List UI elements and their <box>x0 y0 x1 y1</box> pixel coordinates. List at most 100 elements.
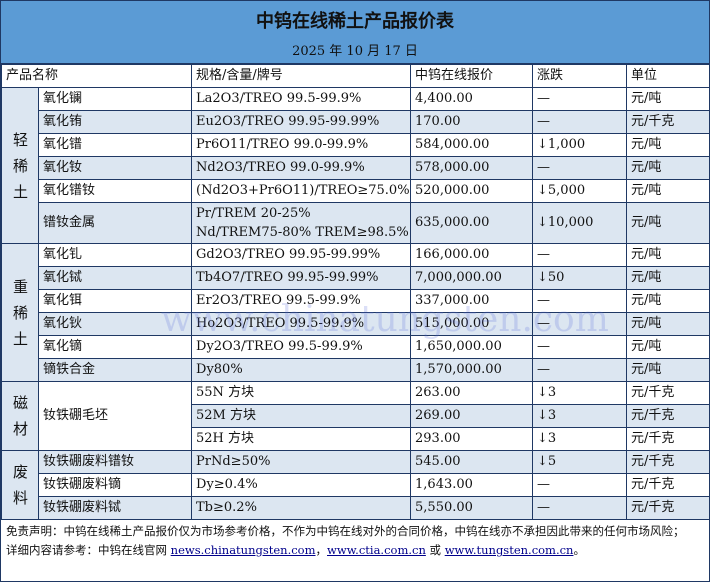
product-name: 氧化镧 <box>37 87 193 111</box>
unit: 元/吨 <box>626 87 709 111</box>
change: — <box>532 110 628 134</box>
spec-line: Pr/TREM 20-25% <box>196 206 311 221</box>
price: 584,000.00 <box>410 133 534 157</box>
product-name: 氧化铽 <box>37 266 193 290</box>
unit: 元/千克 <box>626 427 709 451</box>
price-table: 产品名称 规格/含量/牌号 中钨在线报价 涨跌 单位 轻稀土 氧化镧 La2O3/T… <box>1 64 709 520</box>
unit: 元/吨 <box>626 133 709 157</box>
change: ↓3 <box>532 381 628 405</box>
date: 2025 年 10 月 17 日 <box>1 41 709 64</box>
product-name: 钕铁硼废料镝 <box>37 473 193 497</box>
unit: 元/千克 <box>626 450 709 474</box>
header-row: 产品名称 规格/含量/牌号 中钨在线报价 涨跌 单位 <box>1 64 709 88</box>
table-row: 氧化镝 Dy2O3/TREO 99.5-99.9% 1,650,000.00— 元/吨 <box>2 335 709 359</box>
price: 7,000,000.00 <box>410 266 534 290</box>
change: ↓10,000 <box>532 202 628 244</box>
header-change: 涨跌 <box>532 64 628 88</box>
unit: 元/吨 <box>626 202 709 244</box>
spec: Ho2O3/TREO 99.5-99.9% <box>191 312 412 336</box>
price: 545.00 <box>410 450 534 474</box>
price: 515,000.00 <box>410 312 534 336</box>
price: 578,000.00 <box>410 156 534 180</box>
price: 1,570,000.00 <box>410 358 534 382</box>
change: — <box>532 87 628 111</box>
price: 293.00 <box>410 427 534 451</box>
price: 337,000.00 <box>410 289 534 313</box>
table-row: 氧化铽 Tb4O7/TREO 99.95-99.99% 7,000,000.00 ↓5… <box>2 266 709 290</box>
spec: Dy80% <box>191 358 412 382</box>
spec: Er2O3/TREO 99.5-99.9% <box>191 289 412 313</box>
link-ctia[interactable]: www.ctia.com.cn <box>327 543 426 557</box>
price: 635,000.00 <box>410 202 534 244</box>
period: 。 <box>573 543 585 557</box>
unit: 元/千克 <box>626 473 709 497</box>
link-news-chinatungsten[interactable]: news.chinatungsten.com <box>170 543 316 557</box>
unit: 元/吨 <box>626 358 709 382</box>
table-row: 镨钕金属 Pr/TREM 20-25% Nd/TREM75-80% TREM≥98.… <box>2 202 709 244</box>
price: 4,400.00 <box>410 87 534 111</box>
spec: Gd2O3/TREO 99.95-99.99% <box>191 243 412 267</box>
table-row: 轻稀土 氧化镧 La2O3/TREO 99.5-99.9% 4,400.00— 元/吨 <box>1 87 709 244</box>
spec-line: Nd/TREM75-80% TREM≥98.5% <box>196 225 409 240</box>
product-name: 氧化铒 <box>37 289 193 313</box>
table-row: 氧化镨钕 (Nd2O3+Pr6O11)/TREO≥75.0% 520,000.00 ↓… <box>2 179 709 203</box>
spec: Dy≥0.4% <box>191 473 412 497</box>
spec: PrNd≥50% <box>191 450 412 474</box>
change: — <box>532 243 628 267</box>
unit: 元/千克 <box>626 404 709 428</box>
change: — <box>532 358 628 382</box>
spec: Pr6O11/TREO 99.0-99.9% <box>191 133 412 157</box>
group-heavy: 重稀土 <box>1 243 39 382</box>
product-name: 氧化镨 <box>37 133 193 157</box>
price: 1,643.00 <box>410 473 534 497</box>
product-name: 钕铁硼毛坯 <box>37 381 193 451</box>
unit: 元/吨 <box>626 289 709 313</box>
table-row: 氧化铕 Eu2O3/TREO 99.95-99.99% 170.00— 元/千克 <box>2 110 709 134</box>
table-row: 废料 钕铁硼废料镨钕 PrNd≥50% 545.00 ↓5 元/千克 <box>1 450 709 520</box>
change: ↓5,000 <box>532 179 628 203</box>
table-row: 重稀土 氧化钆 Gd2O3/TREO 99.95-99.99% 166,000.00—… <box>1 243 709 382</box>
change: — <box>532 312 628 336</box>
table-row: 钕铁硼废料铽 Tb≥0.2% 5,550.00— 元/千克 <box>2 496 709 520</box>
link-tungsten[interactable]: www.tungsten.com.cn <box>444 543 574 557</box>
product-name: 氧化钕 <box>37 156 193 180</box>
unit: 元/吨 <box>626 335 709 359</box>
spec: 52M 方块 <box>191 404 412 428</box>
table-row: 氧化钕 Nd2O3/TREO 99.0-99.9% 578,000.00— 元/吨 <box>2 156 709 180</box>
unit: 元/吨 <box>626 179 709 203</box>
product-name: 氧化铕 <box>37 110 193 134</box>
change: — <box>532 289 628 313</box>
unit: 元/千克 <box>626 496 709 520</box>
page-title: 中钨在线稀土产品报价表 <box>1 1 709 41</box>
change: ↓3 <box>532 427 628 451</box>
spec: Nd2O3/TREO 99.0-99.9% <box>191 156 412 180</box>
ref-prefix: 详细内容请参考：中钨在线官网 <box>6 543 171 557</box>
unit: 元/吨 <box>626 266 709 290</box>
spec: 52H 方块 <box>191 427 412 451</box>
separator: ， <box>315 543 328 557</box>
group-light: 轻稀土 <box>1 87 39 244</box>
header-price: 中钨在线报价 <box>410 64 534 88</box>
change: ↓5 <box>532 450 628 474</box>
change: — <box>532 496 628 520</box>
table-row: 钕铁硼废料镝 Dy≥0.4% 1,643.00— 元/千克 <box>2 473 709 497</box>
product-name: 氧化钆 <box>37 243 193 267</box>
table-row: 氧化铒 Er2O3/TREO 99.5-99.9% 337,000.00— 元/吨 <box>2 289 709 313</box>
group-scrap: 废料 <box>1 450 39 520</box>
product-name: 镨钕金属 <box>37 202 193 244</box>
table-row: 磁材 钕铁硼毛坯 55N 方块 263.00 ↓3 元/千克 <box>1 381 709 451</box>
spec: 55N 方块 <box>191 381 412 405</box>
spec: La2O3/TREO 99.5-99.9% <box>191 87 412 111</box>
group-magnet: 磁材 <box>1 381 39 451</box>
price: 263.00 <box>410 381 534 405</box>
change: ↓3 <box>532 404 628 428</box>
footer: 免责声明：中钨在线稀土产品报价仅为市场参考价格，不作为中钨在线对外的合同价格，中… <box>1 520 709 562</box>
product-name: 氧化钬 <box>37 312 193 336</box>
unit: 元/千克 <box>626 110 709 134</box>
spec: (Nd2O3+Pr6O11)/TREO≥75.0% <box>191 179 412 203</box>
product-name: 镝铁合金 <box>37 358 193 382</box>
header-unit: 单位 <box>626 64 709 88</box>
product-name: 氧化镨钕 <box>37 179 193 203</box>
price: 520,000.00 <box>410 179 534 203</box>
product-name: 钕铁硼废料铽 <box>37 496 193 520</box>
